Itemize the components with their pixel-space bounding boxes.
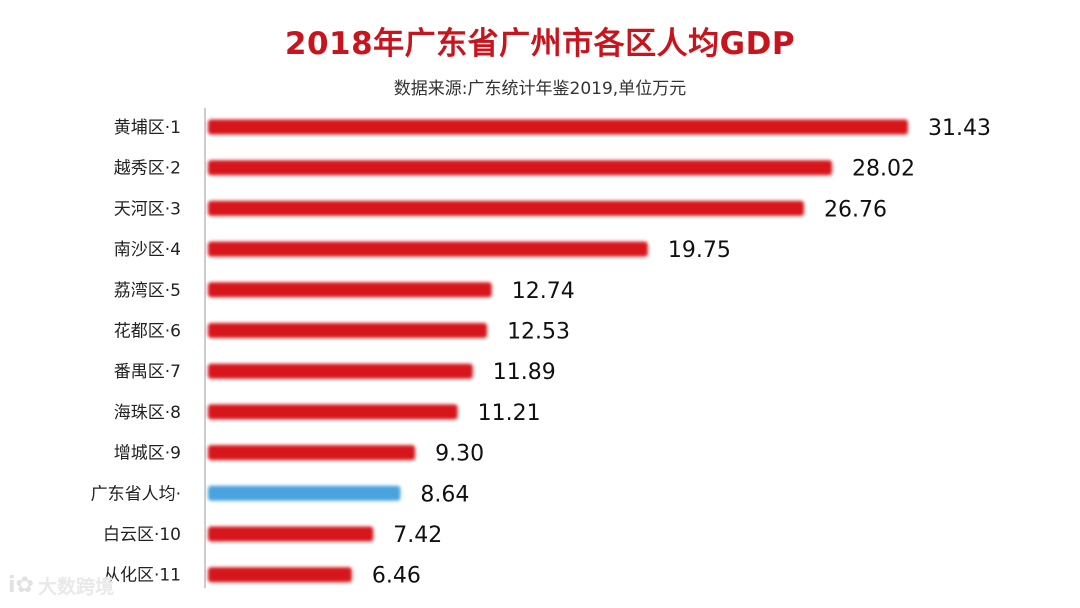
bars-group: 黄埔区·1 31.43 越秀区·2 28.02 天河区·3 26.76 南沙区·4 19.75…	[91, 116, 991, 589]
value-label: 12.74	[512, 279, 575, 304]
category-label: 白云区·10	[103, 525, 181, 545]
watermark-logo: i✿	[8, 573, 34, 598]
value-label: 6.46	[372, 564, 421, 589]
category-label: 海珠区·8	[114, 403, 181, 423]
value-label: 28.02	[852, 157, 915, 182]
bar-highlight	[208, 485, 401, 501]
bar	[208, 526, 374, 542]
watermark-text: 大数跨境	[37, 576, 114, 598]
bar	[208, 404, 458, 420]
value-label: 8.64	[420, 482, 469, 507]
category-label: 从化区·11	[103, 566, 181, 586]
category-label: 天河区·3	[114, 199, 181, 219]
category-label: 花都区·6	[114, 322, 181, 342]
chart-subtitle: 数据来源:广东统计年鉴2019,单位万元	[393, 79, 687, 99]
value-label: 9.30	[435, 442, 484, 467]
value-label: 11.89	[493, 360, 556, 385]
value-label: 11.21	[478, 401, 541, 426]
category-label: 越秀区·2	[114, 159, 181, 179]
category-label: 黄埔区·1	[114, 118, 181, 138]
value-label: 26.76	[824, 197, 887, 222]
bar	[208, 445, 416, 461]
bar	[208, 241, 648, 257]
bar	[208, 282, 492, 298]
category-label: 增城区·9	[114, 444, 181, 464]
value-label: 31.43	[928, 116, 991, 141]
bar	[208, 119, 908, 135]
value-label: 7.42	[393, 523, 442, 548]
category-label: 番禺区·7	[114, 362, 181, 382]
bar	[208, 200, 804, 216]
value-label: 19.75	[668, 238, 731, 263]
bar	[208, 567, 352, 583]
category-label: 荔湾区·5	[114, 281, 181, 301]
category-label: 南沙区·4	[114, 240, 181, 260]
bar	[208, 323, 488, 338]
category-label: 广东省人均·	[91, 484, 181, 504]
bar	[208, 160, 833, 176]
watermark: i✿ 大数跨境	[8, 572, 114, 599]
chart-title: 2018年广东省广州市各区人均GDP	[284, 26, 796, 62]
value-label: 12.53	[507, 320, 570, 345]
bar	[208, 363, 473, 379]
